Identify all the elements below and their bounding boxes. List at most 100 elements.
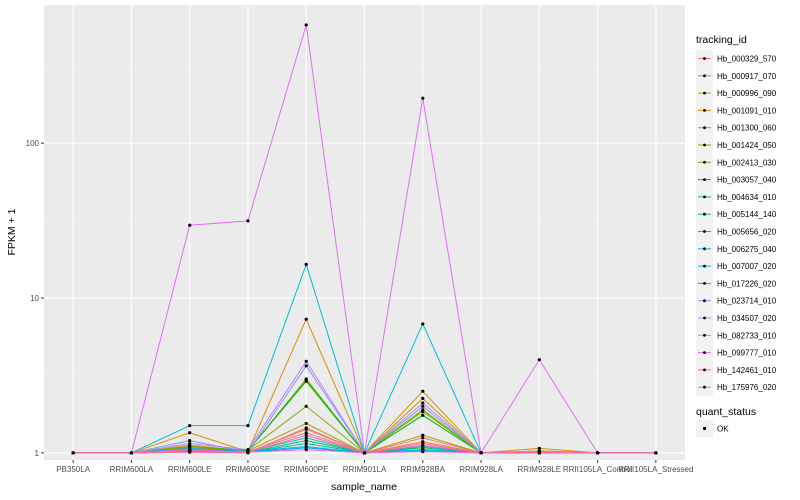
legend-key-point	[703, 212, 706, 216]
data-point-Hb_034507_020	[188, 441, 192, 446]
x-axis-title: sample_name	[331, 481, 397, 493]
legend-key-point	[703, 178, 706, 182]
legend-key-point	[703, 264, 706, 268]
y-tick-label: 100	[26, 139, 40, 148]
data-point-Hb_023714_010	[188, 439, 192, 443]
data-point-Hb_175976_020	[595, 451, 600, 455]
data-point-Hb_023714_010	[304, 364, 308, 368]
data-point-Hb_006275_040	[246, 424, 250, 428]
legend: tracking_id Hb_000329_570 Hb_000917_070 Hb…	[696, 34, 777, 437]
data-point-Hb_001300_060	[304, 421, 308, 426]
data-point-Hb_005656_020	[304, 436, 308, 440]
data-point-Hb_175976_020	[421, 441, 425, 446]
x-tick-label: RRIM928BA	[401, 465, 446, 474]
x-tick-label: RRIM600SE	[226, 465, 270, 474]
legend-label: Hb_000996_090	[717, 89, 777, 98]
legend-key-point	[703, 160, 706, 164]
x-tick-label: RRIM600LA	[110, 465, 154, 474]
legend-label: Hb_175976_020	[717, 383, 777, 392]
data-point-Hb_006275_040	[304, 262, 308, 266]
legend-key-point	[703, 333, 706, 337]
legend-label: Hb_001091_010	[717, 106, 777, 115]
x-tick-label: RRII105LA_Control	[563, 465, 633, 474]
data-point-Hb_002413_030	[304, 377, 308, 381]
legend-label: Hb_004634_010	[717, 193, 777, 202]
x-axis: PB350LA RRIM600LA RRIM600LE RRIM600SE RRIM60…	[56, 460, 693, 474]
legend-label: Hb_007007_020	[717, 262, 777, 271]
legend-label: Hb_003057_040	[717, 176, 777, 185]
legend-key-point	[703, 282, 706, 285]
data-point-Hb_099777_010	[421, 449, 425, 454]
legend-key-point	[703, 299, 706, 303]
data-point-Hb_006275_040	[421, 322, 425, 326]
data-point-Hb_002413_030	[421, 408, 425, 412]
data-point-Hb_082733_010	[246, 219, 250, 223]
legend-label: Hb_001424_050	[717, 141, 777, 150]
legend-label: Hb_082733_010	[717, 331, 777, 340]
legend-title: tracking_id	[696, 34, 747, 46]
legend2-key-point	[702, 426, 707, 431]
data-point-Hb_175976_020	[304, 426, 308, 430]
data-point-Hb_082733_010	[421, 96, 425, 100]
data-point-Hb_175976_020	[537, 451, 541, 455]
data-point-Hb_000996_090	[304, 317, 308, 321]
legend-key-point	[703, 91, 706, 95]
legend-key-point	[703, 351, 706, 354]
data-point-Hb_082733_010	[188, 223, 192, 227]
y-tick-label: 1	[35, 449, 40, 458]
data-point-Hb_023714_010	[421, 404, 425, 408]
legend-label: Hb_034507_020	[717, 314, 777, 323]
data-point-Hb_034507_020	[421, 401, 425, 405]
legend-label: Hb_001300_060	[717, 124, 777, 133]
data-point-Hb_000329_570	[304, 431, 308, 435]
data-point-Hb_034507_020	[246, 448, 250, 452]
legend-label: Hb_005656_020	[717, 228, 777, 237]
data-point-Hb_142461_010	[304, 433, 308, 437]
data-point-Hb_175976_020	[362, 451, 367, 455]
legend-label: Hb_000329_570	[717, 55, 777, 64]
x-tick-label: RRIM600LE	[168, 465, 212, 474]
data-points	[71, 23, 658, 455]
grid	[44, 5, 685, 460]
x-tick-label: RRIM928LE	[518, 465, 562, 474]
legend-label: Hb_005144_140	[717, 210, 777, 219]
x-tick-label: RRII105LA_Stressed	[618, 465, 693, 474]
y-axis-title: FPKM + 1	[6, 208, 18, 255]
legend-key-point	[703, 247, 706, 251]
data-point-Hb_003057_040	[421, 413, 425, 417]
legend-key-point	[703, 109, 706, 112]
data-point-Hb_175976_020	[654, 451, 658, 455]
legend-label: Hb_017226_020	[717, 279, 777, 288]
legend-label: Hb_002413_030	[717, 158, 777, 167]
legend-label: Hb_006275_040	[717, 245, 777, 254]
legend-key-point	[703, 57, 706, 60]
legend-label: Hb_142461_010	[717, 366, 777, 375]
data-point-Hb_099777_010	[304, 448, 308, 452]
legend-key-point	[703, 143, 706, 147]
data-point-Hb_175976_020	[188, 450, 192, 454]
data-point-Hb_000329_570	[421, 436, 425, 440]
legend-key-point	[703, 316, 706, 320]
data-point-Hb_000996_090	[421, 389, 425, 393]
data-point-Hb_082733_010	[537, 358, 541, 362]
x-tick-label: RRIM928LA	[459, 465, 503, 474]
data-point-Hb_001091_010	[421, 396, 425, 400]
data-point-Hb_034507_020	[304, 359, 308, 363]
legend2-title: quant_status	[696, 406, 756, 418]
legend-key-point	[703, 126, 706, 130]
y-axis: 1 10 100	[26, 139, 44, 458]
data-point-Hb_003057_040	[304, 379, 308, 383]
data-point-Hb_000996_090	[188, 431, 192, 435]
data-point-Hb_006275_040	[188, 424, 192, 428]
data-point-Hb_004634_010	[304, 439, 308, 443]
data-point-Hb_175976_020	[71, 451, 75, 455]
data-point-Hb_001424_050	[304, 404, 308, 408]
data-point-Hb_000996_090	[537, 446, 541, 450]
legend2-label: OK	[717, 425, 729, 434]
x-tick-label: RRIM600PE	[284, 465, 328, 474]
data-point-Hb_175976_020	[129, 451, 134, 455]
data-point-Hb_175976_020	[479, 451, 483, 455]
legend-label: Hb_023714_010	[717, 297, 777, 306]
y-tick-label: 10	[30, 294, 39, 303]
